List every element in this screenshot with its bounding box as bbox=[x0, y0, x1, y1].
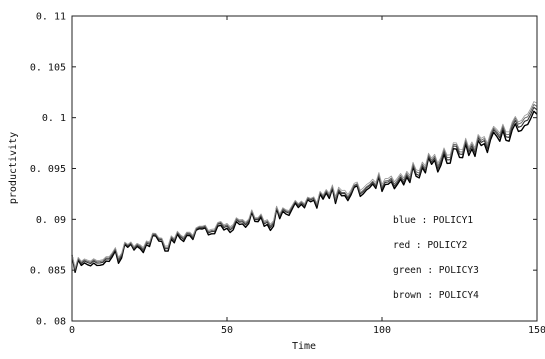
series-layer bbox=[71, 101, 538, 273]
x-tick-label: 100 bbox=[373, 325, 391, 336]
legend-entry: red : POLICY2 bbox=[393, 240, 467, 251]
series-line-policy1 bbox=[71, 110, 538, 273]
x-axis-title: Time bbox=[292, 341, 316, 352]
y-tick-label: 0. 11 bbox=[36, 12, 66, 23]
y-axis-title: productivity bbox=[8, 132, 19, 204]
y-tick-label: 0. 1 bbox=[42, 113, 66, 124]
x-tick-label: 150 bbox=[528, 325, 545, 336]
legend: blue : POLICY1 red : POLICY2 green : POLIC… bbox=[393, 215, 479, 301]
ticks-layer: 0 50 100 150 0. 08 0. 085 0. 09 0. 095 0. 1 0. 10… bbox=[30, 12, 545, 337]
legend-entry: green : POLICY3 bbox=[393, 265, 479, 276]
y-tick-label: 0. 105 bbox=[30, 62, 66, 73]
y-tick-label: 0. 09 bbox=[36, 215, 66, 226]
legend-entry: blue : POLICY1 bbox=[393, 215, 473, 226]
y-tick-label: 0. 08 bbox=[36, 317, 66, 328]
x-tick-label: 0 bbox=[69, 325, 75, 336]
x-tick-label: 50 bbox=[221, 325, 233, 336]
y-tick-label: 0. 085 bbox=[30, 266, 66, 277]
series-line-policy2 bbox=[71, 106, 538, 272]
series-line-policy4 bbox=[71, 101, 538, 269]
series-line-policy3 bbox=[71, 103, 538, 270]
legend-entry: brown : POLICY4 bbox=[393, 290, 479, 301]
y-tick-label: 0. 095 bbox=[30, 164, 66, 175]
